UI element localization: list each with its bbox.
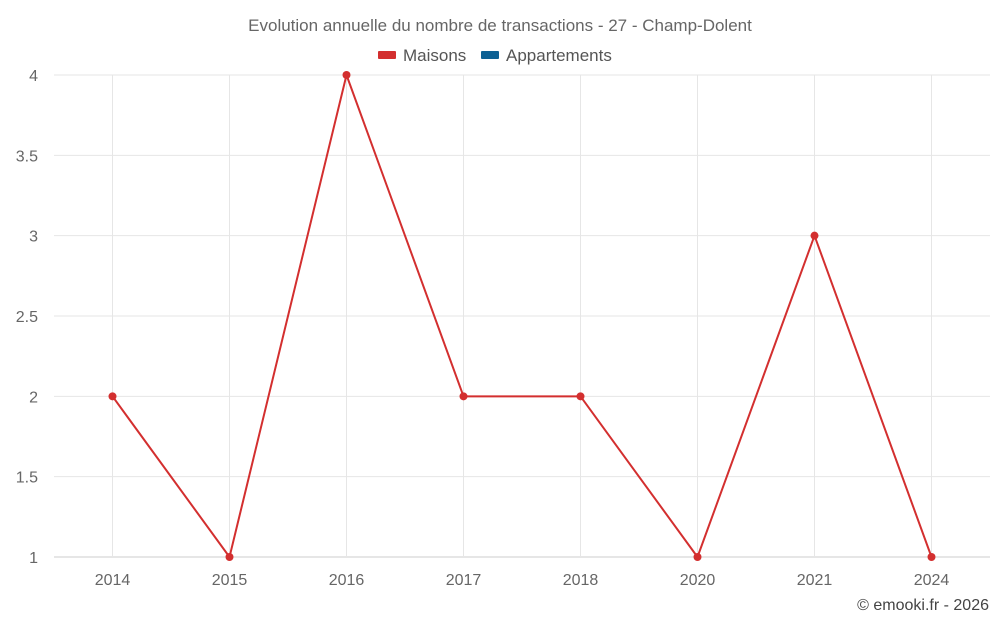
x-tick-label: 2021 bbox=[797, 572, 833, 589]
data-point[interactable] bbox=[576, 392, 585, 401]
y-tick-label: 3 bbox=[29, 229, 38, 246]
legend-label[interactable]: Maisons bbox=[403, 46, 466, 65]
y-tick-label: 2 bbox=[29, 389, 38, 406]
y-tick-label: 1 bbox=[29, 550, 38, 567]
chart-title: Evolution annuelle du nombre de transact… bbox=[248, 16, 752, 35]
x-tick-label: 2017 bbox=[446, 572, 482, 589]
y-tick-label: 3.5 bbox=[16, 148, 38, 165]
legend-swatch bbox=[481, 51, 499, 59]
credit-text: © emooki.fr - 2026 bbox=[857, 597, 989, 614]
x-tick-label: 2016 bbox=[329, 572, 365, 589]
data-point[interactable] bbox=[927, 553, 936, 561]
series-line bbox=[111, 74, 933, 558]
y-tick-label: 2.5 bbox=[16, 309, 38, 326]
data-point[interactable] bbox=[459, 392, 468, 401]
x-tick-label: 2024 bbox=[914, 572, 950, 589]
grid bbox=[54, 74, 990, 558]
legend-swatch bbox=[378, 51, 396, 59]
y-tick-label: 1.5 bbox=[16, 470, 38, 487]
x-tick-label: 2018 bbox=[563, 572, 599, 589]
series-layer bbox=[108, 71, 936, 561]
x-tick-label: 2015 bbox=[212, 572, 248, 589]
y-tick-label: 4 bbox=[29, 68, 38, 85]
legend: Maisons Appartements bbox=[378, 46, 612, 65]
x-tick-label: 2014 bbox=[95, 572, 131, 589]
x-axis-ticks: 2014 2015 2016 2017 2018 2020 2021 2024 bbox=[95, 572, 950, 589]
y-axis-ticks: 1 1.5 2 2.5 3 3.5 4 bbox=[16, 68, 38, 567]
data-point[interactable] bbox=[693, 553, 702, 561]
data-point[interactable] bbox=[225, 553, 234, 561]
data-point[interactable] bbox=[108, 392, 117, 401]
data-point[interactable] bbox=[810, 231, 819, 240]
legend-label[interactable]: Appartements bbox=[506, 46, 612, 65]
data-point[interactable] bbox=[342, 71, 351, 79]
x-tick-label: 2020 bbox=[680, 572, 716, 589]
